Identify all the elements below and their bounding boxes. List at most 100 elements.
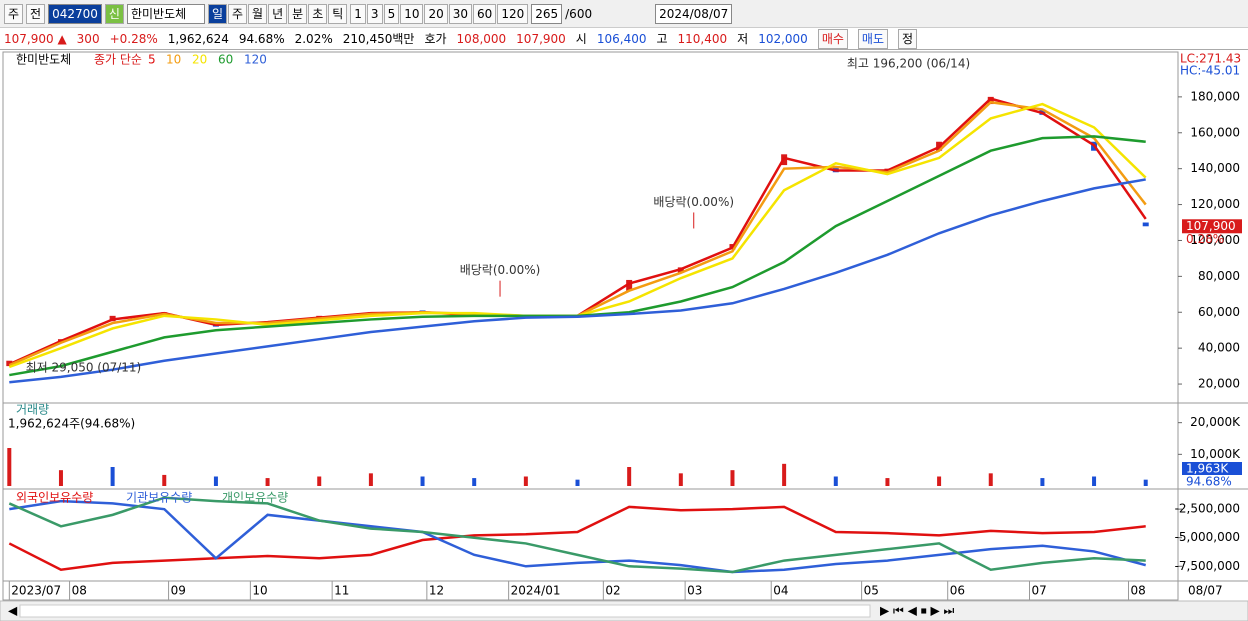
y-tick-label: 80,000 [1198,269,1240,283]
volume-bar [7,448,12,486]
frame [2,51,1179,601]
legend-item: 5 [148,53,156,67]
volume-bar [627,467,632,486]
date-label: 08/07 [1188,584,1223,598]
market[interactable]: 주 [4,3,24,24]
x-tick-label: 08 [1130,584,1145,598]
button[interactable]: 분 [288,3,308,24]
legend-item: 10 [166,53,181,67]
scroll-left[interactable]: ◀ [8,604,18,618]
y-tick-label: 60,000 [1198,305,1240,319]
button[interactable]: 1 [350,3,366,24]
y-tick-label: 20,000 [1198,377,1240,391]
candle [1142,222,1149,227]
price: 107,900 ▲ [4,31,67,46]
button[interactable]: 주 [228,3,248,24]
last-label: 107,900 [1186,219,1236,233]
x-tick-label: 08 [72,584,87,598]
button[interactable]: 틱 [328,3,348,24]
button[interactable]: 10 [400,3,424,24]
sell[interactable]: 매도 [857,28,888,49]
button[interactable]: 60 [473,3,497,24]
max: /600 [565,6,593,21]
last-label: 1,963K [1186,462,1229,476]
volume-bar [213,476,218,486]
chart-title: 한미반도체 [16,53,71,67]
high: 110,400 [677,31,728,46]
button[interactable]: 20 [424,3,448,24]
legend-item: 개인보유수량 [222,491,288,505]
intervals: 1 3 5 10 20 30 60 120 [350,3,529,24]
volume-bar [730,470,735,486]
x-tick-label: 06 [950,584,965,598]
lc: LC:271.43 [1180,52,1241,66]
x-tick-label: 11 [334,584,349,598]
button[interactable]: 30 [448,3,473,24]
button[interactable]: 5 [383,3,400,24]
volume-bar [420,476,425,486]
button[interactable]: 일 [207,3,227,24]
low-label: 저 [737,32,749,46]
date[interactable]: 2024/08/07 [655,3,733,24]
series-line [8,496,1146,574]
y-tick-label: 160,000 [1190,125,1240,139]
volume-bar [58,470,63,486]
x-tick-label: 2023/07 [11,584,61,598]
stock-name[interactable]: 한미반도체 [126,3,205,24]
last-ratio: 94.68% [1186,475,1232,489]
series-line [8,102,1147,369]
y-tick-label: 100,000 [1190,233,1240,247]
last-box [1182,219,1242,234]
button[interactable]: 초 [308,3,328,24]
y-tick-label: 120,000 [1190,197,1240,211]
volume-bar [1040,478,1045,486]
tag: 신 [104,3,124,24]
prev[interactable]: 전 [26,3,46,24]
series-line [9,135,1146,377]
quote-bar: 107,900 ▲ 300 +0.28% 1,962,624 94.68% 2.… [0,28,1248,50]
chart: ◀ ▶ ⏮ ◀ ⏹ ▶ ⏭ 20,000 40,000 60,000 80,000 10… [0,51,1248,621]
code[interactable]: 042700 [48,3,102,24]
volume-bar [678,473,683,486]
ask: 108,000 [456,31,507,46]
candle [987,96,994,105]
x-tick-label: 03 [687,584,702,598]
legend-item: 외국인보유수량 [16,491,93,505]
volume-bar [833,476,838,486]
series-line [9,178,1146,384]
volume-bar [472,478,477,486]
button[interactable]: 120 [497,3,529,24]
x-tick-label: 10 [252,584,267,598]
button[interactable]: 월 [248,3,268,24]
edit[interactable]: 정 [898,28,918,49]
volume-bar [110,467,115,486]
hc: HC:-45.01 [1180,64,1240,78]
scroll-right[interactable]: ▶ ⏮ ◀ ⏹ ▶ ⏭ [880,604,955,618]
turnover: 2.02% [294,31,333,46]
last-rate: 0.28% [1186,232,1224,246]
annotation: 배당락(0.00%) [653,195,734,209]
amount: 210,450백만 [342,32,415,46]
y-tick-label: 40,000 [1198,341,1240,355]
annotation: 최저 29,050 (07/11) [26,360,142,374]
volume-bar [1092,476,1097,486]
x-tick-label: 05 [864,584,879,598]
y-tick-label: 180,000 [1190,89,1240,103]
buy[interactable]: 매수 [817,28,848,49]
volume-bar [265,478,270,486]
volume: 1,962,624 [167,31,229,46]
count[interactable]: 265 [531,3,563,24]
scroll-track[interactable] [19,604,871,618]
series-line [8,97,1147,366]
x-tick-label: 12 [429,584,444,598]
x-tick-label: 09 [171,584,186,598]
button[interactable]: 년 [268,3,288,24]
legend-item: 60 [218,53,233,67]
volume-bar [523,476,528,486]
button[interactable]: 3 [366,3,383,24]
change: 300 [76,31,100,46]
series-line [8,505,1146,572]
panel-subtitle: 1,962,624주(94.68%) [8,417,135,431]
